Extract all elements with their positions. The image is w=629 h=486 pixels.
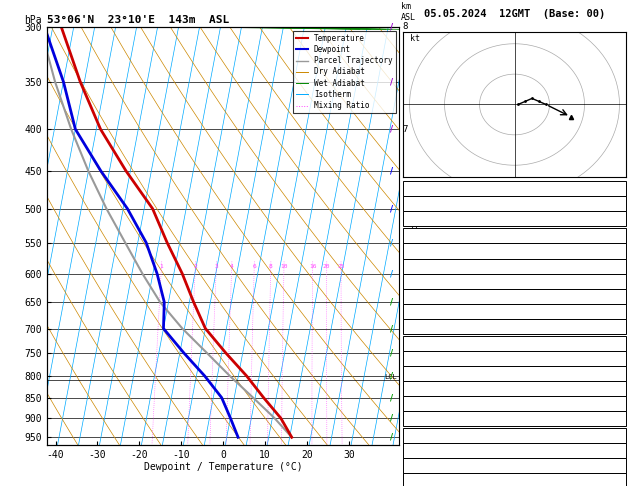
Text: 15: 15 (613, 307, 624, 316)
Text: 341°: 341° (603, 476, 624, 486)
Text: CIN (J): CIN (J) (405, 414, 443, 423)
Text: CIN (J): CIN (J) (405, 322, 443, 331)
Text: Lifted Index: Lifted Index (405, 384, 470, 393)
Text: 53°06'N  23°10'E  143m  ASL: 53°06'N 23°10'E 143m ASL (47, 15, 230, 25)
Text: 6: 6 (252, 264, 256, 269)
Text: 3: 3 (214, 264, 218, 269)
Text: km
ASL: km ASL (401, 2, 416, 22)
Text: -45: -45 (608, 446, 624, 455)
Text: 25: 25 (613, 461, 624, 470)
Text: Dewp (°C): Dewp (°C) (405, 261, 454, 271)
Text: 1: 1 (159, 264, 163, 269)
Text: Lifted Index: Lifted Index (405, 292, 470, 301)
Text: /: / (391, 77, 393, 86)
Text: 0: 0 (618, 322, 624, 331)
Text: /: / (391, 125, 393, 134)
Text: PW (cm): PW (cm) (405, 214, 443, 224)
Text: Totals Totals: Totals Totals (405, 199, 475, 208)
Text: Pressure (mb): Pressure (mb) (405, 354, 475, 363)
Text: 2: 2 (403, 348, 408, 358)
Text: θₑ(K): θₑ(K) (405, 277, 432, 286)
Text: /: / (391, 393, 393, 402)
Text: 15: 15 (613, 399, 624, 408)
Text: kt: kt (409, 34, 420, 43)
Text: 2: 2 (193, 264, 197, 269)
X-axis label: Dewpoint / Temperature (°C): Dewpoint / Temperature (°C) (144, 462, 303, 472)
Text: /: / (391, 22, 393, 31)
Text: Most Unstable: Most Unstable (479, 339, 550, 348)
Text: 15.5: 15.5 (603, 246, 624, 256)
Text: CAPE (J): CAPE (J) (405, 307, 448, 316)
Text: 20: 20 (323, 264, 330, 269)
Text: 8: 8 (403, 22, 408, 31)
Text: /: / (391, 348, 393, 358)
Text: Surface: Surface (496, 231, 533, 241)
Text: 0: 0 (618, 414, 624, 423)
Text: © weatheronline.co.uk: © weatheronline.co.uk (466, 460, 563, 469)
Text: CAPE (J): CAPE (J) (405, 399, 448, 408)
Text: 4: 4 (403, 269, 408, 278)
Text: Temp (°C): Temp (°C) (405, 246, 454, 256)
Text: -8: -8 (613, 184, 624, 193)
Text: SREH: SREH (405, 461, 426, 470)
Text: StmDir: StmDir (405, 476, 437, 486)
Text: /: / (391, 297, 393, 307)
Text: 6: 6 (618, 292, 624, 301)
Text: 302: 302 (608, 369, 624, 378)
Text: /: / (391, 204, 393, 213)
Legend: Temperature, Dewpoint, Parcel Trajectory, Dry Adiabat, Wet Adiabat, Isotherm, Mi: Temperature, Dewpoint, Parcel Trajectory… (293, 31, 396, 113)
Text: 3: 3 (403, 324, 408, 333)
Text: /: / (391, 324, 393, 333)
Text: 7: 7 (403, 125, 408, 134)
Text: 41: 41 (613, 199, 624, 208)
Text: 10: 10 (280, 264, 287, 269)
Text: Hodograph: Hodograph (491, 431, 538, 440)
Text: /: / (391, 269, 393, 278)
Text: /: / (391, 414, 393, 422)
Text: /: / (391, 433, 393, 442)
Text: EH: EH (405, 446, 416, 455)
Text: 4: 4 (230, 264, 233, 269)
Text: 8: 8 (269, 264, 272, 269)
Text: θₑ (K): θₑ (K) (405, 369, 437, 378)
Text: hPa: hPa (25, 15, 42, 25)
Text: 6: 6 (403, 204, 408, 213)
Text: Mixing Ratio (g/kg): Mixing Ratio (g/kg) (411, 192, 420, 279)
Text: /: / (391, 372, 393, 381)
Text: 1.02: 1.02 (603, 214, 624, 224)
Text: /: / (391, 238, 393, 247)
Text: 995: 995 (608, 354, 624, 363)
Text: 6: 6 (618, 384, 624, 393)
Text: 1: 1 (403, 393, 408, 402)
Text: 25: 25 (337, 264, 345, 269)
Text: K: K (405, 184, 411, 193)
Text: 05.05.2024  12GMT  (Base: 00): 05.05.2024 12GMT (Base: 00) (424, 9, 605, 19)
Text: 302: 302 (608, 277, 624, 286)
Text: 16: 16 (309, 264, 316, 269)
Text: 2.7: 2.7 (608, 261, 624, 271)
Text: /: / (391, 167, 393, 175)
Text: LCL: LCL (384, 375, 398, 381)
